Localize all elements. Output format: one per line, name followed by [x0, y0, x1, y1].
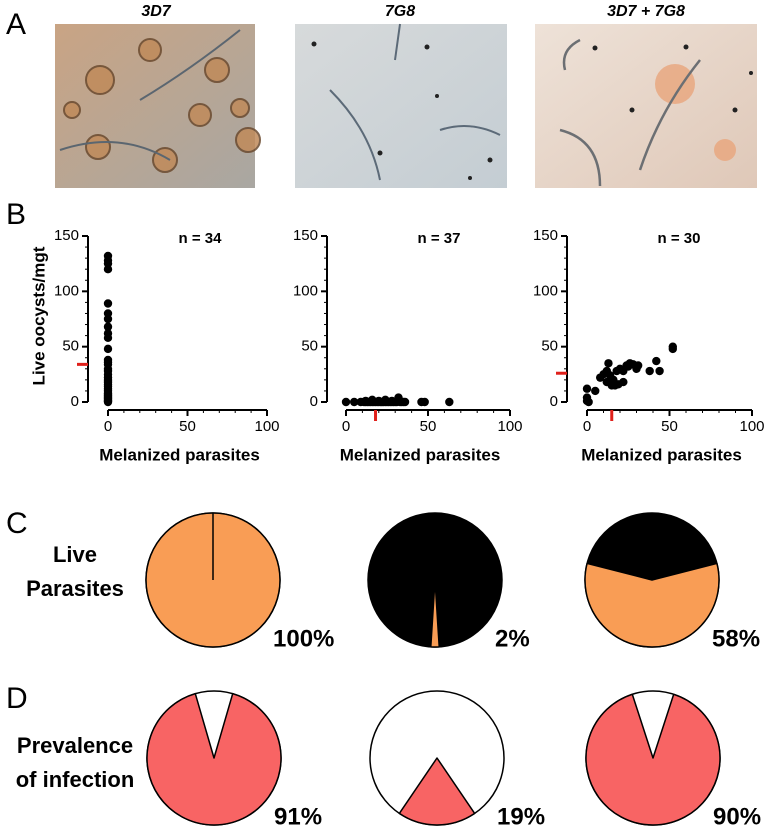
x-tick-label: 0 — [583, 418, 591, 435]
chart-title: n = 37 — [418, 230, 461, 247]
x-tick-label: 50 — [179, 418, 196, 435]
y-tick-label: 100 — [533, 282, 558, 299]
pie-slice — [584, 562, 720, 648]
photo-title: 3D7 + 7G8 — [607, 3, 685, 20]
x-tick-label: 100 — [739, 418, 764, 435]
row-label: Parasites — [26, 576, 124, 601]
y-tick-label: 100 — [293, 282, 318, 299]
photo — [55, 24, 261, 188]
photo — [535, 24, 757, 188]
pie-slice — [430, 579, 440, 648]
point — [655, 366, 664, 376]
point — [103, 314, 113, 324]
pie-label: 91% — [274, 803, 322, 830]
point — [374, 396, 383, 406]
panel-letter: B — [6, 198, 26, 231]
y-tick-label: 50 — [301, 338, 318, 355]
x-axis-label: Melanized parasites — [340, 445, 501, 464]
point — [652, 356, 661, 366]
point — [103, 344, 113, 354]
pie-slice — [398, 757, 476, 826]
x-axis-label: Melanized parasites — [99, 445, 260, 464]
pie-label: 100% — [273, 625, 334, 652]
point — [420, 397, 429, 407]
panel-letter: C — [6, 507, 28, 540]
row-label: of infection — [16, 767, 135, 792]
y-tick-label: 0 — [550, 393, 558, 410]
x-tick-label: 0 — [342, 418, 350, 435]
pie-label: 58% — [712, 625, 760, 652]
pie-label: 90% — [713, 803, 761, 830]
point — [400, 397, 410, 407]
point — [582, 384, 592, 393]
pie-label: 19% — [497, 803, 545, 830]
photo-title: 7G8 — [385, 3, 415, 20]
point — [387, 396, 397, 406]
y-tick-label: 50 — [541, 338, 558, 355]
point — [103, 397, 113, 407]
pie-label: 2% — [495, 625, 530, 652]
panel-letter: A — [6, 8, 26, 41]
x-tick-label: 50 — [661, 418, 678, 435]
y-tick-label: 100 — [54, 282, 79, 299]
photo-title: 3D7 — [141, 3, 171, 20]
x-tick-label: 100 — [497, 418, 522, 435]
point — [103, 265, 113, 274]
y-tick-label: 50 — [62, 338, 79, 355]
y-tick-label: 150 — [293, 227, 318, 244]
point — [350, 397, 359, 407]
point — [445, 397, 454, 407]
point — [361, 396, 370, 406]
row-label: Live — [53, 542, 97, 567]
y-tick-label: 150 — [533, 227, 558, 244]
chart-title: n = 34 — [179, 230, 223, 247]
photo — [295, 23, 507, 188]
panel-letter: D — [6, 682, 28, 715]
pie-slice — [146, 692, 282, 826]
y-tick-label: 150 — [54, 227, 79, 244]
point — [633, 361, 643, 370]
row-label: Prevalence — [17, 733, 133, 758]
x-tick-label: 50 — [420, 418, 437, 435]
y-tick-label: 0 — [71, 393, 79, 410]
y-axis-label: Live oocysts/mgt — [29, 246, 48, 385]
point — [103, 299, 113, 308]
point — [103, 333, 113, 343]
point — [668, 344, 677, 354]
point — [604, 359, 613, 368]
point — [591, 386, 600, 396]
x-tick-label: 100 — [254, 418, 279, 435]
point — [341, 397, 351, 407]
y-tick-label: 0 — [310, 393, 318, 410]
pie-slice — [585, 693, 721, 826]
x-tick-label: 0 — [104, 418, 112, 435]
point — [584, 397, 593, 407]
point — [381, 395, 390, 404]
point — [619, 377, 628, 387]
point — [368, 395, 377, 404]
point — [103, 322, 113, 331]
chart-title: n = 30 — [658, 230, 701, 247]
x-axis-label: Melanized parasites — [581, 445, 742, 464]
point — [645, 366, 654, 376]
